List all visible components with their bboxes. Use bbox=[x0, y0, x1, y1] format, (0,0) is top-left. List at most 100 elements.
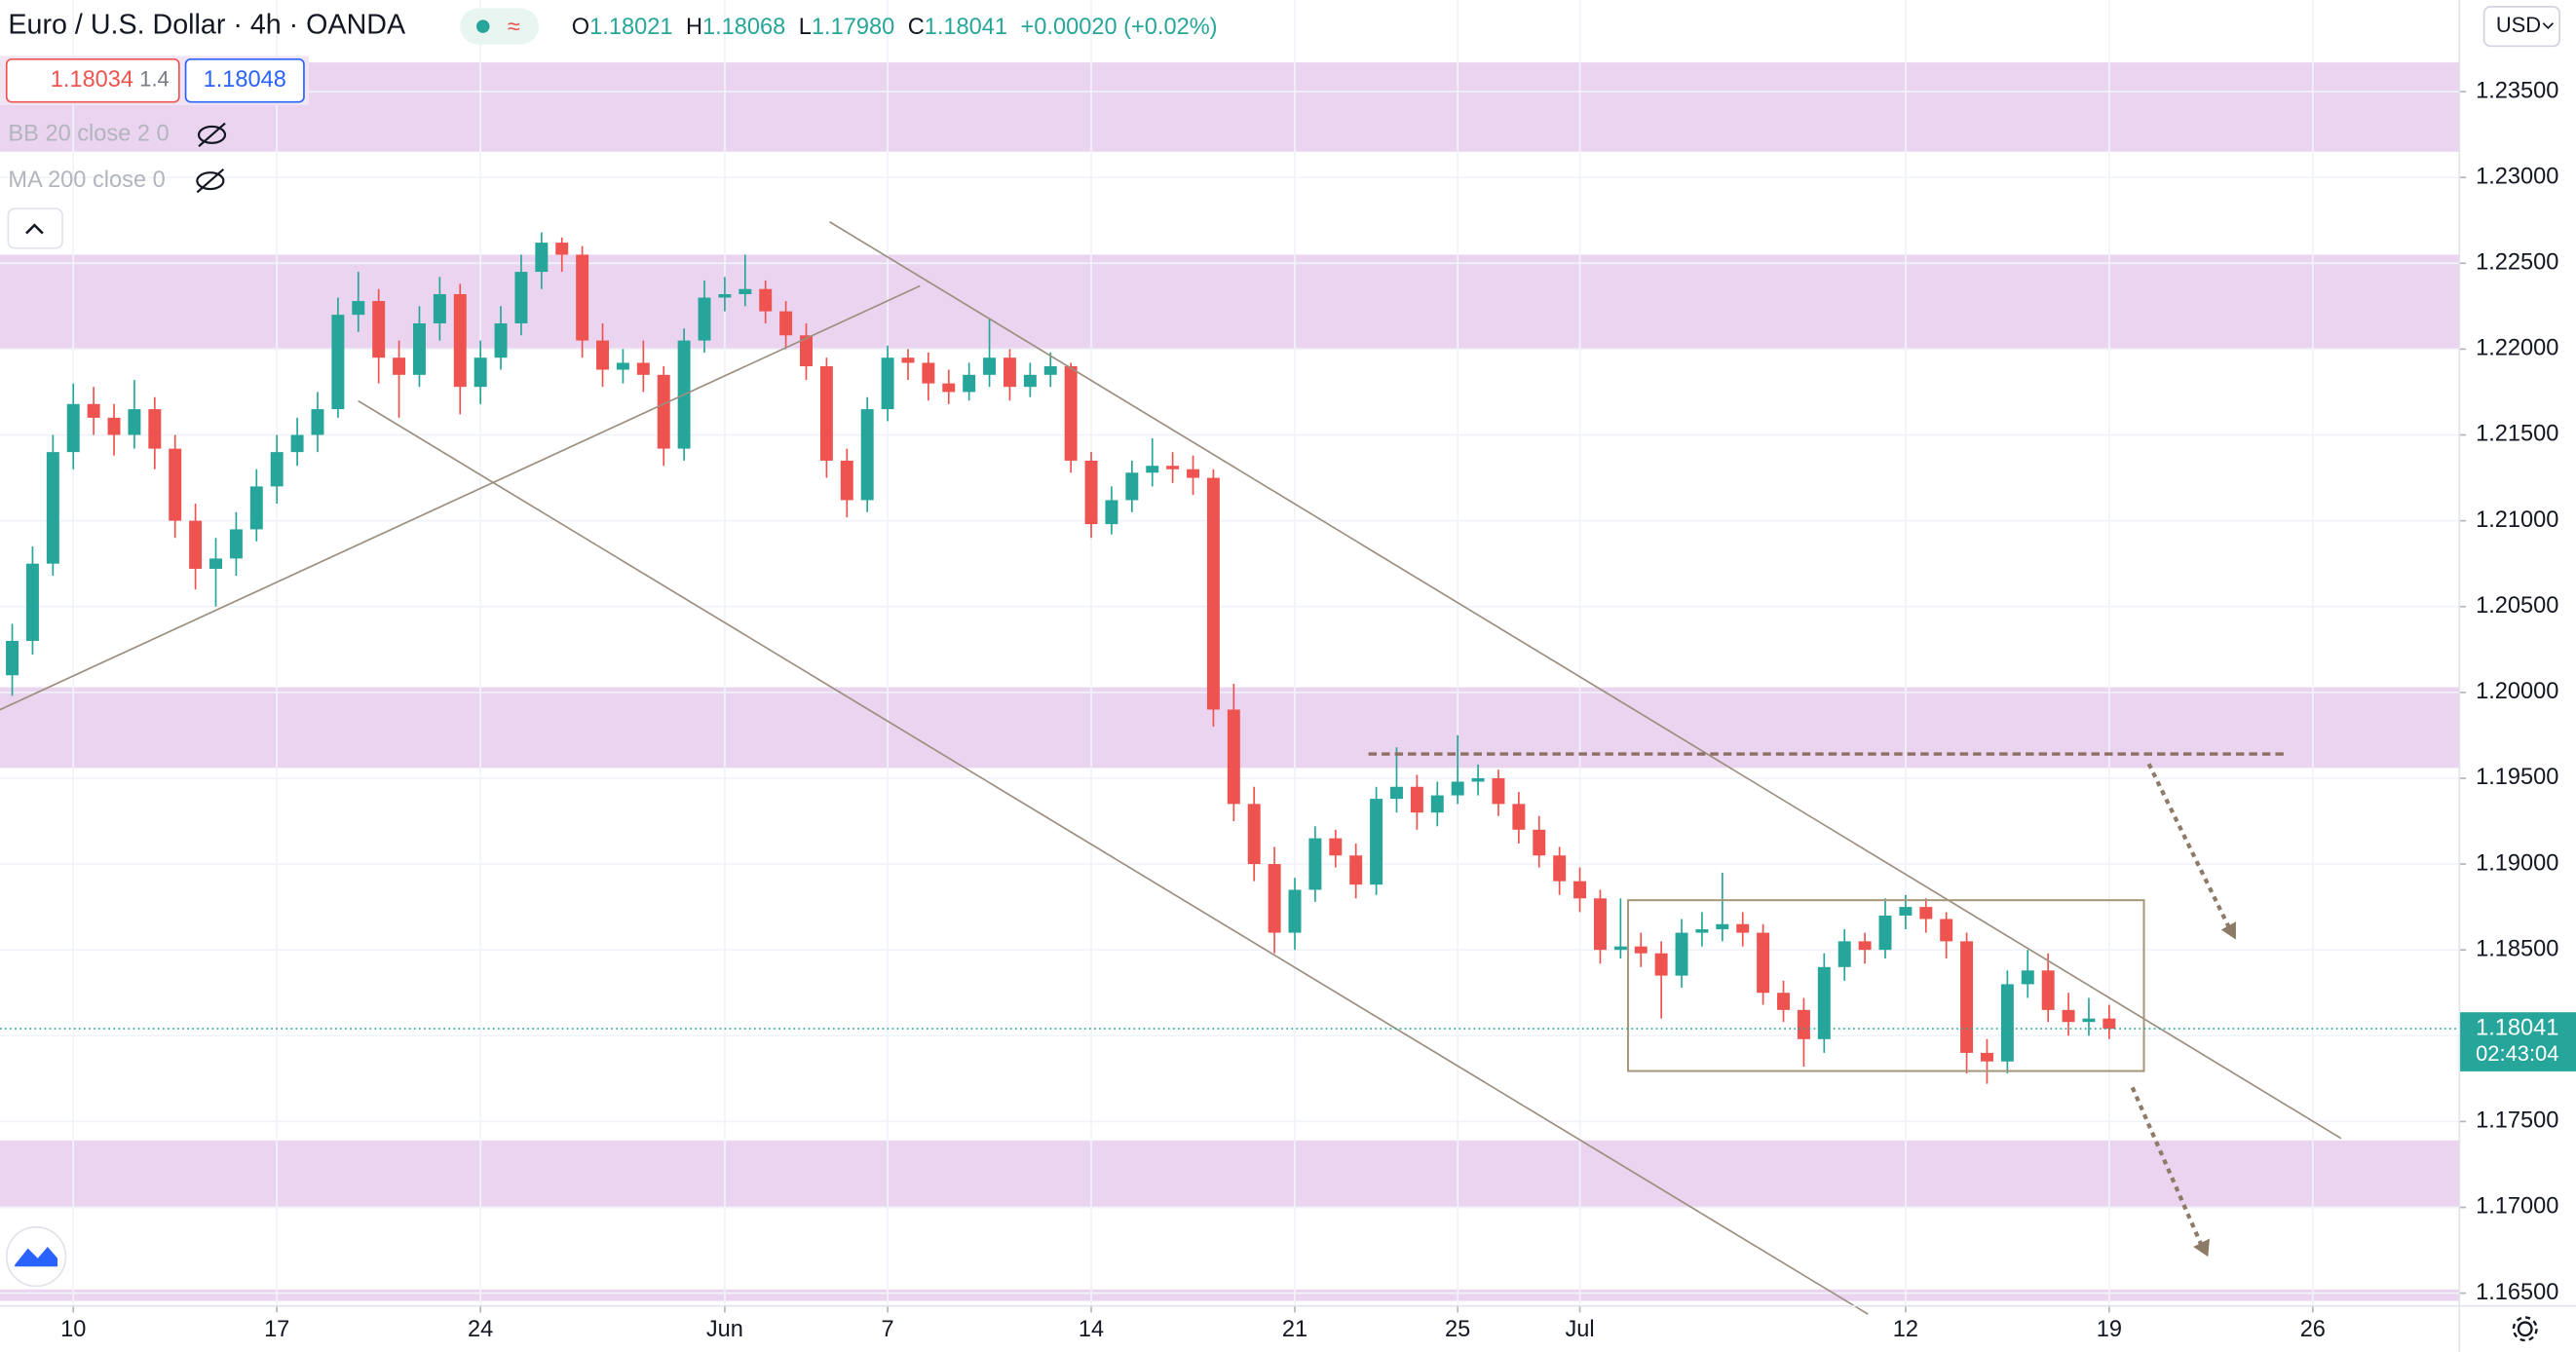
candle-body bbox=[1919, 907, 1933, 920]
x-tick-label: 26 bbox=[2300, 1317, 2326, 1342]
candle-body bbox=[2102, 1018, 2116, 1030]
settings-icon[interactable] bbox=[2512, 1316, 2538, 1342]
candle-body bbox=[1837, 941, 1851, 967]
currency-button[interactable] bbox=[2482, 6, 2560, 48]
candle-body bbox=[963, 374, 976, 393]
candle-body bbox=[107, 417, 121, 435]
sell-button[interactable] bbox=[5, 57, 180, 103]
ohlc-label: H bbox=[686, 15, 702, 40]
ohlc-label: L bbox=[799, 15, 812, 40]
y-tick-label: 1.23000 bbox=[2476, 164, 2558, 189]
ohlc-value: 1.17980 bbox=[812, 15, 894, 40]
candle-body bbox=[1492, 777, 1505, 805]
y-tick-label: 1.19000 bbox=[2476, 850, 2558, 876]
candle-body bbox=[1654, 953, 1668, 976]
spread: 1.4 bbox=[139, 67, 169, 92]
candle-body bbox=[1593, 898, 1607, 951]
x-tick-label: Jul bbox=[1565, 1317, 1594, 1342]
sell-price[interactable]: 1.18034 bbox=[51, 67, 133, 93]
collapse-button[interactable] bbox=[7, 207, 63, 249]
candle-body bbox=[901, 357, 915, 363]
candle-body bbox=[1084, 460, 1098, 525]
buy-price[interactable]: 1.18048 bbox=[204, 67, 286, 93]
x-tick-label: 14 bbox=[1079, 1317, 1104, 1342]
y-tick-label: 1.22000 bbox=[2476, 336, 2558, 361]
indicator[interactable]: BB 20 close 2 0 bbox=[8, 122, 169, 147]
candle-body bbox=[860, 409, 874, 501]
candle-body bbox=[372, 301, 386, 358]
candle-body bbox=[1003, 357, 1016, 388]
trendline bbox=[0, 284, 921, 711]
candle-body bbox=[1206, 477, 1220, 710]
dropdown-icon bbox=[2542, 22, 2554, 29]
candle-body bbox=[1899, 907, 1913, 916]
candle-body bbox=[636, 362, 650, 375]
y-tick-label: 1.21000 bbox=[2476, 507, 2558, 533]
trendline bbox=[358, 399, 1869, 1315]
candle-body bbox=[169, 448, 182, 521]
candle-body bbox=[1329, 838, 1343, 856]
candle-body bbox=[2041, 970, 2055, 1010]
x-tick-label: 10 bbox=[60, 1317, 86, 1342]
candle-body bbox=[1675, 932, 1688, 976]
change: +0.00020 (+0.02%) bbox=[1021, 15, 1218, 40]
candle-body bbox=[1105, 500, 1118, 525]
y-tick-label: 1.16500 bbox=[2476, 1280, 2558, 1305]
candle-body bbox=[1043, 366, 1057, 375]
status-dot bbox=[476, 19, 490, 33]
candle-body bbox=[1553, 855, 1567, 882]
last-price-label: 1.18041 bbox=[2476, 1015, 2558, 1040]
y-tick-label: 1.22500 bbox=[2476, 250, 2558, 276]
candle-body bbox=[1858, 941, 1872, 951]
zone bbox=[0, 62, 2460, 152]
candle-body bbox=[1777, 993, 1790, 1010]
y-tick-label: 1.20500 bbox=[2476, 593, 2558, 619]
candle-body bbox=[311, 409, 324, 435]
candle-body bbox=[1757, 932, 1770, 994]
candle-body bbox=[1878, 915, 1892, 951]
currency[interactable]: USD bbox=[2496, 13, 2541, 37]
candle-body bbox=[1370, 799, 1383, 885]
x-tick-label: 25 bbox=[1445, 1317, 1470, 1342]
x-tick-label: 24 bbox=[468, 1317, 493, 1342]
candle-body bbox=[2082, 1018, 2096, 1023]
candle-body bbox=[942, 383, 956, 393]
y-tick-label: 1.19500 bbox=[2476, 765, 2558, 790]
candle-body bbox=[1695, 929, 1709, 933]
arrow bbox=[2146, 763, 2232, 929]
candle-body bbox=[1613, 946, 1627, 951]
indicator[interactable]: MA 200 close 0 bbox=[8, 168, 165, 193]
candle-body bbox=[1512, 804, 1526, 830]
candle-body bbox=[393, 357, 406, 375]
candle-body bbox=[1960, 941, 1974, 1053]
candle-body bbox=[412, 322, 426, 375]
candle-body bbox=[1390, 786, 1403, 800]
y-tick-label: 1.17500 bbox=[2476, 1108, 2558, 1134]
candle-body bbox=[46, 452, 59, 564]
symbol-title: Euro / U.S. Dollar · 4h · OANDA bbox=[8, 10, 406, 41]
candle-body bbox=[555, 243, 569, 255]
candle-body bbox=[535, 243, 549, 273]
hide-icon[interactable] bbox=[196, 122, 227, 194]
ohlc-value: 1.18068 bbox=[702, 15, 785, 40]
candle-body bbox=[352, 301, 365, 316]
candle-body bbox=[87, 403, 100, 418]
candle-body bbox=[1451, 781, 1464, 796]
candle-body bbox=[1940, 919, 1953, 942]
candle-body bbox=[270, 452, 284, 487]
zone bbox=[0, 1289, 2460, 1301]
candle-body bbox=[148, 409, 162, 449]
candle-body bbox=[1288, 889, 1302, 933]
arrow-head bbox=[2220, 921, 2236, 940]
candle-body bbox=[759, 288, 773, 312]
y-tick-label: 1.23500 bbox=[2476, 78, 2558, 103]
candle-body bbox=[229, 529, 243, 559]
candle-body bbox=[66, 403, 80, 453]
collapse-icon bbox=[25, 223, 44, 235]
ohlc-label: O bbox=[572, 15, 589, 40]
status-icon: ≈ bbox=[508, 15, 520, 40]
ohlc-value: 1.18021 bbox=[589, 15, 672, 40]
buy-button[interactable] bbox=[184, 57, 305, 103]
